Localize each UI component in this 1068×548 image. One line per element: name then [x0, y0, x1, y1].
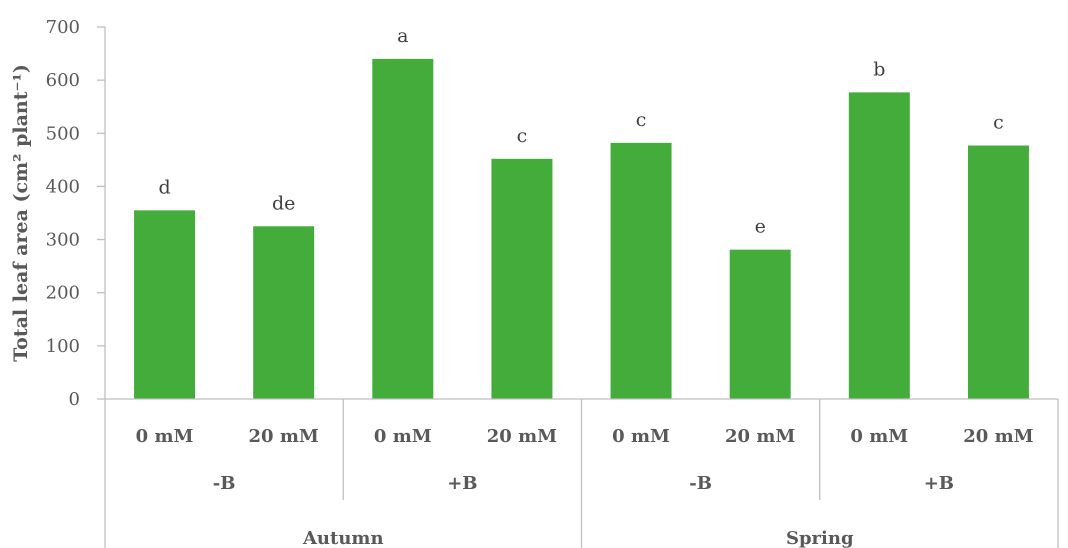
- x-axis: 0 mM 20 mM 0 mM 20 mM 0 mM 20 mM 0 mM 20 mM -B +B…: [104, 27, 1059, 548]
- bars: [134, 58, 1029, 400]
- bar: [729, 249, 791, 399]
- boron-level-label: +B: [924, 473, 954, 494]
- y-tick-label: 200: [46, 283, 80, 304]
- y-tick-label: 100: [46, 336, 80, 357]
- y-tick-label: 700: [46, 17, 80, 38]
- x-category-label: 20 mM: [963, 426, 1033, 447]
- season-label: Autumn: [302, 528, 384, 548]
- x-category-label: 0 mM: [374, 426, 432, 447]
- significance-letter: c: [517, 125, 528, 147]
- significance-letter: d: [158, 176, 170, 198]
- bar: [610, 142, 672, 399]
- y-tick-label: 500: [46, 123, 80, 144]
- significance-letter: e: [755, 216, 766, 238]
- significance-letter: de: [272, 192, 295, 214]
- y-tick-label: 300: [46, 230, 80, 251]
- significance-letter: a: [397, 25, 408, 47]
- significance-letter: c: [636, 109, 647, 131]
- significance-letter: b: [873, 58, 885, 80]
- bar: [848, 92, 910, 399]
- x-category-label: 20 mM: [487, 426, 557, 447]
- y-tick-label: 400: [46, 176, 80, 197]
- boron-level-label: -B: [213, 473, 236, 494]
- bar: [134, 210, 196, 399]
- bar: [491, 158, 553, 399]
- y-axis-label: Total leaf area (cm² plant⁻¹): [10, 64, 32, 362]
- significance-letter: c: [993, 112, 1004, 134]
- x-category-label: 0 mM: [850, 426, 908, 447]
- y-axis-ticks: 0 100 200 300 400 500 600 700: [46, 17, 105, 410]
- bar: [253, 226, 315, 399]
- x-category-label: 20 mM: [249, 426, 319, 447]
- bar: [372, 58, 434, 400]
- season-label: Spring: [786, 528, 854, 548]
- y-tick-label: 600: [46, 70, 80, 91]
- x-category-label: 20 mM: [725, 426, 795, 447]
- y-tick-label: 0: [69, 389, 80, 410]
- boron-level-label: +B: [447, 473, 477, 494]
- boron-level-label: -B: [689, 473, 712, 494]
- significance-letters: d de a c c e b c: [158, 25, 1003, 238]
- x-category-label: 0 mM: [136, 426, 194, 447]
- x-category-label: 0 mM: [612, 426, 670, 447]
- bar: [967, 145, 1029, 399]
